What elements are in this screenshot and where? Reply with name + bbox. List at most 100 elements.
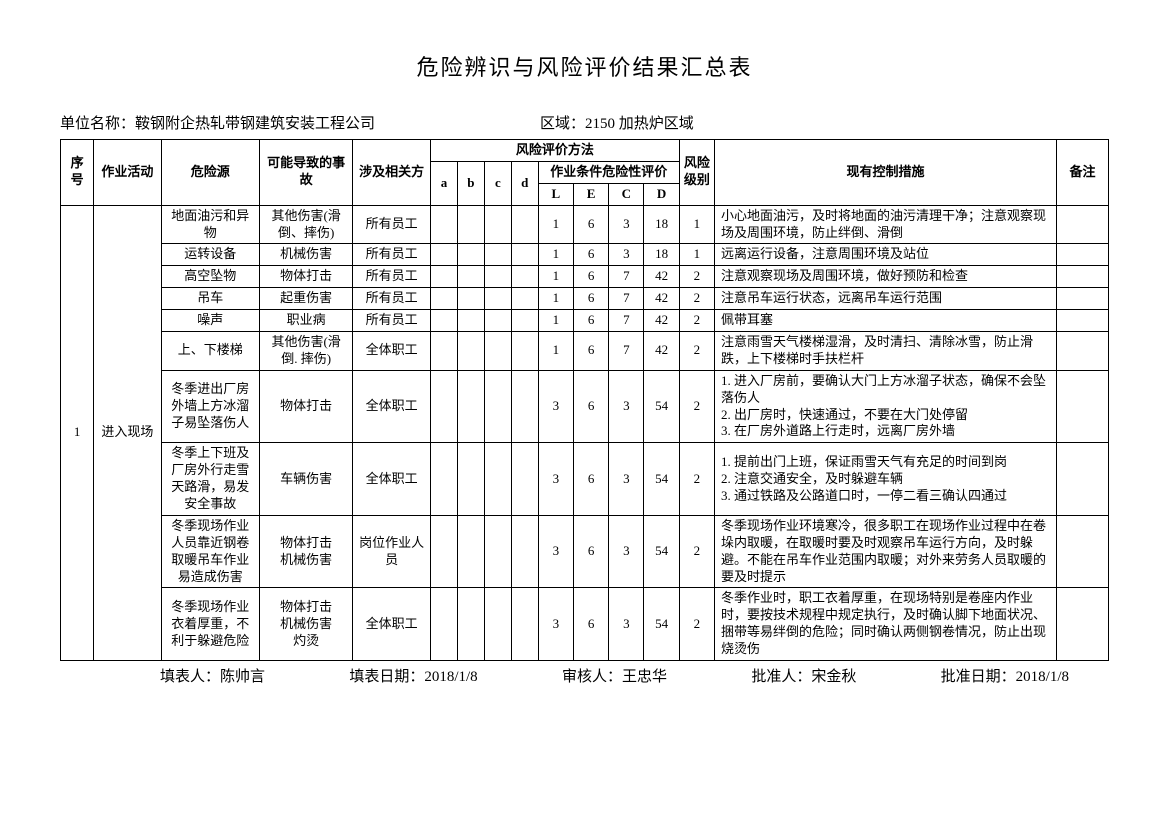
cell-L: 1 [538, 266, 573, 288]
cell-level: 2 [679, 288, 714, 310]
cell-b [457, 205, 484, 244]
cell-E: 6 [574, 244, 609, 266]
fill-date-label: 填表日期： [349, 669, 424, 685]
cell-E: 6 [574, 288, 609, 310]
cell-b [457, 443, 484, 516]
col-remark: 备注 [1057, 140, 1109, 206]
cell-accident: 职业病 [260, 310, 353, 332]
table-row: 高空坠物物体打击所有员工167422注意观察现场及周围环境，做好预防和检查 [61, 266, 1109, 288]
cell-L: 3 [538, 588, 573, 661]
cell-c [484, 370, 511, 443]
cell-b [457, 332, 484, 371]
meta-row: 单位名称：鞍钢附企热轧带钢建筑安装工程公司 区域：2150 加热炉区域 [60, 112, 1109, 133]
cell-remark [1057, 310, 1109, 332]
cell-d [511, 244, 538, 266]
cell-accident: 物体打击 [260, 370, 353, 443]
cell-hazard: 高空坠物 [161, 266, 259, 288]
cell-party: 全体职工 [353, 332, 431, 371]
cell-hazard: 地面油污和异物 [161, 205, 259, 244]
cell-L: 1 [538, 244, 573, 266]
cell-D: 54 [644, 515, 679, 588]
cell-hazard: 冬季进出厂房外墙上方冰溜子易坠落伤人 [161, 370, 259, 443]
cell-d [511, 310, 538, 332]
col-c: c [484, 161, 511, 205]
cell-hazard: 噪声 [161, 310, 259, 332]
table-row: 冬季现场作业人员靠近钢卷取暖吊车作业易造成伤害物体打击机械伤害岗位作业人员363… [61, 515, 1109, 588]
cell-C: 3 [609, 370, 644, 443]
reviewer-label: 审核人： [562, 669, 622, 685]
cell-C: 3 [609, 515, 644, 588]
fill-date-value: 2018/1/8 [424, 669, 477, 685]
cell-remark [1057, 244, 1109, 266]
col-level: 风险级别 [679, 140, 714, 206]
cell-accident: 车辆伤害 [260, 443, 353, 516]
cell-C: 3 [609, 205, 644, 244]
cell-D: 42 [644, 332, 679, 371]
cell-C: 7 [609, 288, 644, 310]
cell-party: 所有员工 [353, 266, 431, 288]
cell-d [511, 588, 538, 661]
col-hazard: 危险源 [161, 140, 259, 206]
cell-remark [1057, 443, 1109, 516]
cell-level: 2 [679, 332, 714, 371]
col-party: 涉及相关方 [353, 140, 431, 206]
cell-remark [1057, 515, 1109, 588]
cell-hazard: 吊车 [161, 288, 259, 310]
approver-label: 批准人： [751, 669, 811, 685]
cell-a [431, 332, 458, 371]
cell-E: 6 [574, 370, 609, 443]
cell-hazard: 上、下楼梯 [161, 332, 259, 371]
cell-measure: 注意雨雪天气楼梯湿滑，及时清扫、清除冰雪，防止滑跌，上下楼梯时手扶栏杆 [714, 332, 1056, 371]
cell-d [511, 288, 538, 310]
cell-accident: 其他伤害(滑倒. 摔伤) [260, 332, 353, 371]
table-row: 冬季现场作业衣着厚重，不利于躲避危险物体打击机械伤害灼烫全体职工363542冬季… [61, 588, 1109, 661]
cell-level: 2 [679, 515, 714, 588]
cell-L: 3 [538, 515, 573, 588]
cell-remark [1057, 288, 1109, 310]
cell-remark [1057, 370, 1109, 443]
cell-level: 2 [679, 443, 714, 516]
col-D: D [644, 183, 679, 205]
cell-accident: 物体打击机械伤害 [260, 515, 353, 588]
cell-hazard: 冬季现场作业衣着厚重，不利于躲避危险 [161, 588, 259, 661]
cell-C: 7 [609, 332, 644, 371]
cell-L: 1 [538, 205, 573, 244]
cell-remark [1057, 205, 1109, 244]
cell-L: 1 [538, 310, 573, 332]
cell-b [457, 515, 484, 588]
cell-level: 2 [679, 370, 714, 443]
cell-measure: 小心地面油污，及时将地面的油污清理干净；注意观察现场及周围环境，防止绊倒、滑倒 [714, 205, 1056, 244]
cell-d [511, 332, 538, 371]
cell-a [431, 266, 458, 288]
cell-activity: 进入现场 [94, 205, 161, 660]
cell-party: 岗位作业人员 [353, 515, 431, 588]
cell-measure: 佩带耳塞 [714, 310, 1056, 332]
cell-a [431, 588, 458, 661]
col-method: 风险评价方法 [431, 140, 680, 162]
cell-b [457, 310, 484, 332]
cell-accident: 起重伤害 [260, 288, 353, 310]
cell-E: 6 [574, 205, 609, 244]
cell-level: 1 [679, 244, 714, 266]
cell-party: 所有员工 [353, 310, 431, 332]
cell-b [457, 266, 484, 288]
cell-measure: 1. 进入厂房前，要确认大门上方冰溜子状态，确保不会坠落伤人2. 出厂房时，快速… [714, 370, 1056, 443]
cell-remark [1057, 332, 1109, 371]
cell-L: 1 [538, 332, 573, 371]
cell-accident: 物体打击 [260, 266, 353, 288]
cell-a [431, 443, 458, 516]
cell-party: 所有员工 [353, 205, 431, 244]
cell-accident: 机械伤害 [260, 244, 353, 266]
cell-E: 6 [574, 310, 609, 332]
cell-D: 18 [644, 205, 679, 244]
approve-date-label: 批准日期： [941, 669, 1016, 685]
col-activity: 作业活动 [94, 140, 161, 206]
approve-date-value: 2018/1/8 [1016, 669, 1069, 685]
cell-hazard: 冬季上下班及厂房外行走雪天路滑，易发安全事故 [161, 443, 259, 516]
risk-table: 序号 作业活动 危险源 可能导致的事故 涉及相关方 风险评价方法 风险级别 现有… [60, 139, 1109, 661]
cell-E: 6 [574, 266, 609, 288]
cell-party: 全体职工 [353, 588, 431, 661]
cell-d [511, 515, 538, 588]
cell-b [457, 588, 484, 661]
area-value: 2150 加热炉区域 [585, 116, 694, 132]
